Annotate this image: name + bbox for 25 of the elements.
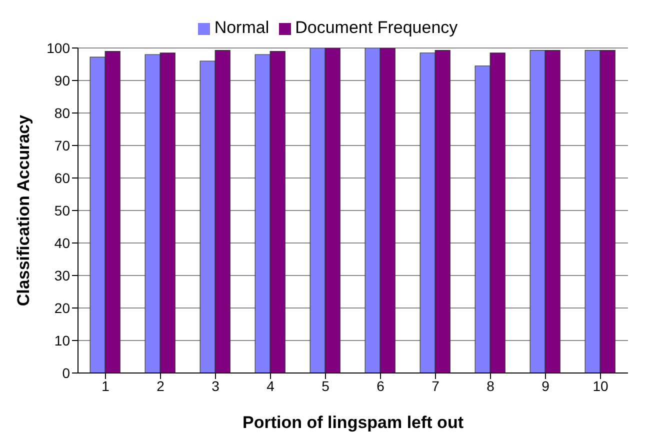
legend-label: Document Frequency xyxy=(295,18,458,37)
y-tick-label: 0 xyxy=(62,364,70,381)
y-tick-label: 30 xyxy=(54,267,70,284)
y-tick-label: 90 xyxy=(54,72,70,88)
x-tick-label: 8 xyxy=(486,378,495,394)
y-tick-label: 80 xyxy=(54,104,70,121)
y-axis-title: Classification Accuracy xyxy=(14,114,34,306)
x-tick-label: 3 xyxy=(212,378,220,394)
x-tick-label: 2 xyxy=(156,378,165,394)
x-tick-label: 9 xyxy=(542,378,550,394)
x-tick-label: 4 xyxy=(266,378,275,394)
y-tick-label: 100 xyxy=(46,40,70,56)
x-axis-title: Portion of lingspam left out xyxy=(242,413,464,432)
y-tick-label: 70 xyxy=(54,137,70,154)
x-tick-label: 7 xyxy=(432,378,440,394)
y-tick-label: 20 xyxy=(54,300,70,316)
y-tick-label: 40 xyxy=(54,234,70,251)
x-tick-label: 10 xyxy=(592,378,608,394)
y-tick-label: 60 xyxy=(54,170,70,186)
legend-label: Normal xyxy=(214,18,270,37)
x-tick-label: 5 xyxy=(322,378,330,394)
x-tick-label: 6 xyxy=(376,378,385,394)
x-tick-label: 1 xyxy=(102,378,110,394)
y-tick-label: 10 xyxy=(54,332,70,348)
y-tick-label: 50 xyxy=(54,202,70,218)
